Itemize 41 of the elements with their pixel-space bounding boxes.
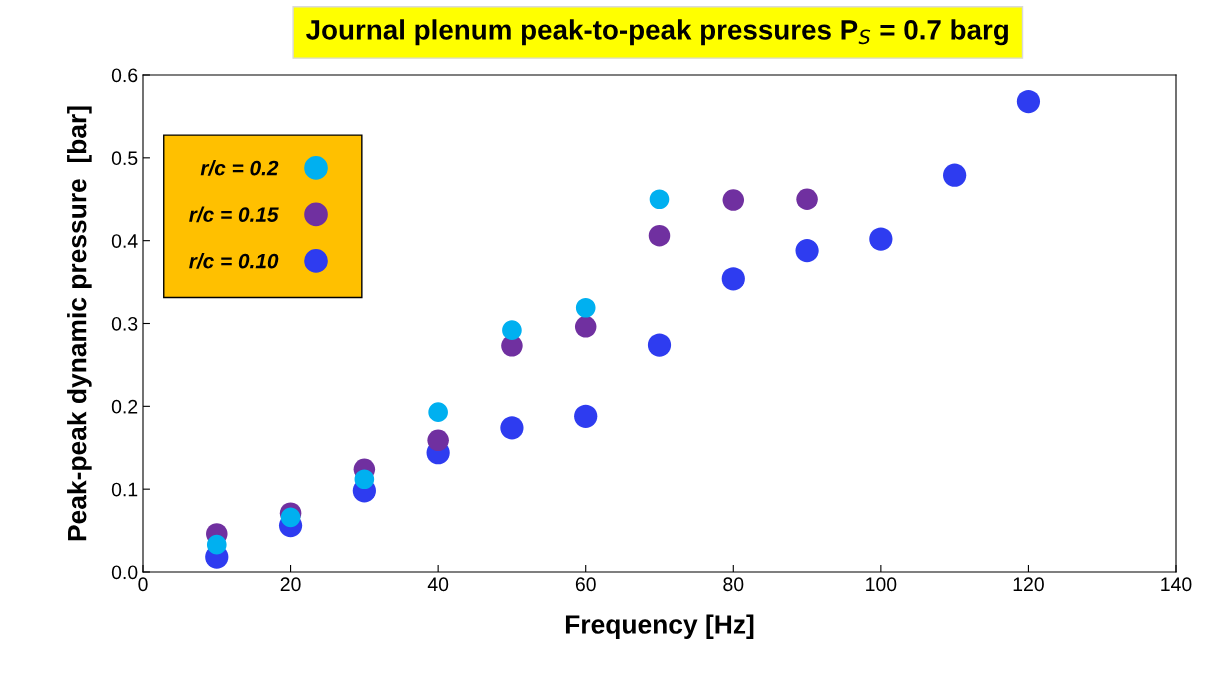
- x-tick-label: 60: [575, 577, 596, 592]
- point: [722, 189, 745, 211]
- x-tick-label: 80: [723, 577, 744, 592]
- point: [943, 163, 967, 187]
- y-tick-label: 0.5: [111, 151, 138, 166]
- point: [500, 416, 524, 440]
- legend-label: r/c = 0.2: [200, 160, 279, 176]
- point: [502, 320, 522, 340]
- point: [648, 224, 671, 247]
- x-tick-label: 20: [280, 577, 301, 592]
- x-tick-label: 0: [138, 577, 148, 592]
- y-tick-label: 0.1: [111, 482, 138, 497]
- x-tick-label: 100: [866, 577, 897, 592]
- x-tick-label: 40: [427, 577, 449, 592]
- x-tick-label: 120: [1013, 577, 1044, 592]
- legend-label: r/c = 0.15: [189, 206, 279, 223]
- point: [574, 316, 597, 338]
- point: [647, 333, 672, 357]
- point: [1016, 89, 1041, 114]
- point: [354, 469, 375, 490]
- y-tick-label: 0.0: [111, 565, 138, 580]
- x-axis-title: Frequency [Hz]: [565, 614, 754, 640]
- y-tick-label: 0.2: [111, 399, 138, 414]
- point: [796, 188, 818, 211]
- point: [869, 227, 893, 251]
- point: [721, 267, 745, 291]
- y-tick-label: 0.3: [111, 316, 138, 331]
- y-axis-title: Peak-peak dynamic pressure [bar]: [67, 106, 92, 541]
- point: [428, 402, 448, 422]
- point: [280, 507, 301, 528]
- point: [795, 238, 819, 263]
- point: [649, 189, 670, 210]
- x-tick-label: 140: [1161, 577, 1192, 592]
- point: [206, 534, 227, 555]
- y-tick-label: 0.4: [111, 234, 138, 248]
- point: [574, 404, 598, 428]
- point: [427, 429, 449, 452]
- point: [575, 297, 596, 318]
- legend-label: r/c = 0.10: [189, 253, 279, 269]
- y-tick-label: 0.6: [111, 68, 138, 83]
- chart-title: Journal plenum peak-to-peak pressures P$_{S}$ = 0.7 barg: [306, 19, 1008, 46]
